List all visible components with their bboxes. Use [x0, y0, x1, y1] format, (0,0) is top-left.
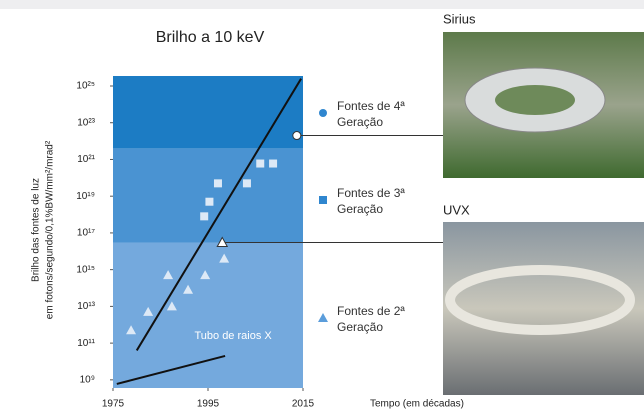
point [143, 306, 154, 316]
point [126, 325, 137, 335]
y-tick-label: 10¹³ [77, 301, 95, 312]
y-tick-label: 10²³ [77, 117, 95, 128]
photo-detail [495, 85, 575, 115]
point [200, 212, 209, 221]
highlight-point [216, 236, 229, 248]
legend-label: Fontes de 3ª Geração [337, 186, 405, 216]
y-tick-label: 10²⁵ [76, 81, 95, 92]
legend-marker [319, 196, 327, 204]
top-bar [0, 0, 644, 9]
point [200, 270, 211, 280]
band [113, 242, 303, 388]
point [163, 270, 174, 280]
y-tick-label: 10²¹ [77, 154, 95, 165]
y-tick-label: 10⁹ [80, 374, 95, 385]
y-axis-label: em fotons/segundo/0,1%BW/mm²/mrad² [45, 140, 56, 319]
legend-label: Fontes de 2ª Geração [337, 304, 405, 334]
chart-title: Brilho a 10 keV [156, 29, 265, 46]
photo [443, 222, 644, 395]
x-tick-label: 1975 [102, 399, 125, 410]
y-tick-label: 10¹⁵ [76, 264, 95, 275]
photo-detail [445, 265, 635, 335]
x-tick-label: 2015 [292, 399, 315, 410]
y-tick-label: 10¹¹ [77, 338, 95, 349]
y-tick-label: 10¹⁹ [76, 191, 95, 202]
legend-marker [319, 109, 327, 117]
callout-label: Sirius [443, 11, 476, 26]
point [269, 159, 278, 168]
point [183, 284, 194, 294]
point [205, 197, 214, 206]
x-tick-label: 1995 [197, 399, 220, 410]
y-axis-label: Brilho das fontes de luz [31, 178, 42, 282]
trend-line [116, 354, 226, 385]
point [219, 253, 230, 263]
x-axis-label: Tempo (em décadas) [370, 399, 464, 410]
band [113, 76, 303, 149]
legend-label: Fontes de 4ª Geração [337, 99, 405, 129]
point [256, 159, 265, 168]
trend-line [135, 78, 302, 351]
point [242, 179, 251, 188]
callout-label: UVX [443, 202, 470, 217]
legend-marker [318, 313, 328, 322]
highlight-point [292, 131, 302, 141]
point [213, 179, 222, 188]
point [166, 301, 177, 311]
y-tick-label: 10¹⁷ [77, 228, 95, 239]
annotation: Tubo de raios X [194, 330, 272, 342]
